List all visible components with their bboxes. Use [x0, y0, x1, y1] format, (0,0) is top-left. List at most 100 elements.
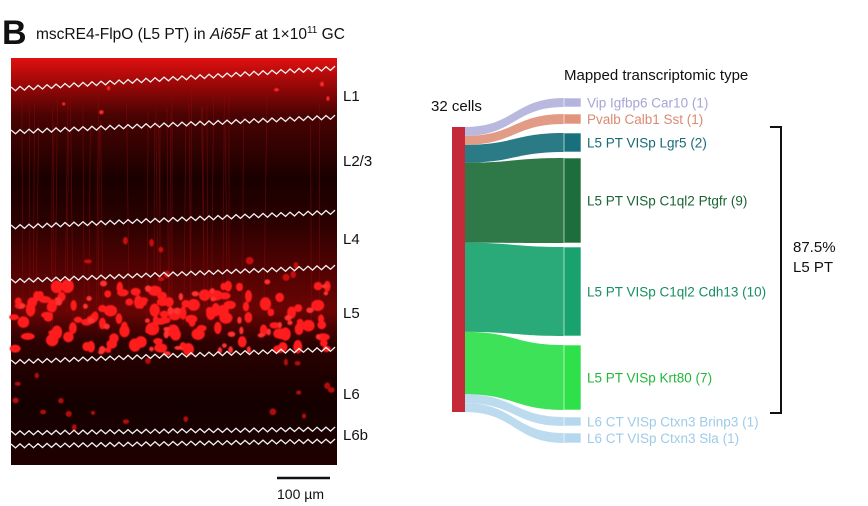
neuron-soma: [122, 419, 130, 425]
dendrite-fiber: [210, 93, 215, 313]
neuron-soma: [224, 280, 232, 292]
source-bar: [452, 127, 465, 412]
neuron-soma: [257, 332, 265, 338]
neuron-soma: [157, 291, 168, 301]
neuron-soma: [290, 271, 296, 279]
dendrite-fiber: [28, 106, 31, 321]
neuron-soma: [301, 413, 307, 419]
neuron-soma: [183, 416, 189, 422]
neuron-soma: [156, 298, 169, 307]
dendrite-fiber: [35, 125, 40, 303]
neuron-soma: [294, 323, 304, 335]
panel-letter: B: [2, 14, 27, 52]
neuron-soma: [65, 410, 72, 417]
type-label: Vip Igfbp6 Car10 (1): [587, 96, 708, 111]
target-bar: [563, 246, 582, 337]
neuron-soma: [284, 315, 292, 321]
bracket-percent: 87.5%: [793, 239, 836, 256]
dendrite-fiber: [206, 106, 209, 323]
neuron-soma: [244, 311, 253, 324]
neuron-soma: [269, 408, 277, 416]
sankey-flow: [465, 403, 564, 443]
target-bar: [563, 344, 582, 411]
neuron-soma: [174, 345, 183, 350]
neuron-soma: [223, 300, 236, 310]
neuron-soma: [62, 102, 66, 106]
neuron-soma: [214, 321, 222, 335]
neuron-soma: [144, 318, 150, 323]
dendrite-fiber: [190, 90, 192, 310]
neuron-soma: [157, 276, 165, 282]
source-label: 32 cells: [431, 98, 482, 115]
neuron-soma: [40, 409, 47, 415]
sankey-targets: Vip Igfbp6 Car10 (1)Pvalb Calb1 Sst (1) L…: [563, 96, 766, 446]
neuron-soma: [104, 290, 112, 298]
dendrite-fiber: [50, 107, 54, 329]
neuron-soma: [306, 307, 314, 314]
dendrite-fiber: [183, 123, 187, 326]
neuron-soma: [163, 330, 169, 339]
title-italic: Ai65F: [209, 26, 252, 43]
neuron-soma: [311, 299, 325, 312]
neuron-soma: [227, 331, 236, 337]
neuron-soma: [149, 238, 154, 247]
neuron-soma: [12, 397, 19, 404]
neuron-soma: [18, 303, 26, 309]
neuron-soma: [267, 308, 275, 317]
layer-boundary: [10, 426, 336, 436]
neuron-soma: [154, 343, 168, 353]
neuron-soma: [235, 282, 243, 292]
target-bar: [563, 432, 582, 444]
target-bar: [563, 97, 582, 108]
neuron-soma: [173, 307, 181, 315]
sankey-flow: [465, 158, 564, 243]
neuron-soma: [191, 291, 199, 297]
type-label: L6 CT VISp Ctxn3 Sla (1): [587, 431, 739, 446]
neuron-soma: [302, 319, 315, 332]
neuron-soma: [47, 299, 58, 313]
neuron-soma: [14, 381, 21, 386]
layer-boundary: [10, 209, 336, 230]
neuron-soma: [144, 285, 152, 292]
neuron-soma: [119, 324, 130, 338]
neuron-soma: [145, 327, 158, 335]
title-prefix: mscRE4-FlpO (L5 PT) in: [36, 26, 210, 43]
type-label: L5 PT VISp Lgr5 (2): [587, 136, 707, 151]
neuron-soma: [239, 326, 244, 335]
scale-bar-label: 100 µm: [277, 486, 324, 502]
dendrite-fiber: [201, 107, 205, 303]
neuron-soma: [38, 296, 52, 304]
neuron-soma: [237, 336, 247, 348]
neuron-soma: [99, 280, 108, 287]
neuron-soma: [98, 349, 104, 355]
neuron-soma: [86, 295, 92, 301]
sankey-flow: [465, 98, 564, 136]
neuron-soma: [245, 256, 254, 265]
neuron-soma: [274, 88, 279, 92]
dendrite-fiber: [98, 128, 100, 301]
neuron-soma: [259, 297, 272, 311]
neuron-soma: [326, 96, 330, 101]
neuron-soma: [159, 316, 171, 324]
neuron-soma: [313, 281, 323, 291]
title-unit: GC: [317, 26, 345, 43]
sankey-flow: [465, 133, 564, 163]
neuron-soma: [107, 86, 111, 91]
dendrite-fiber: [32, 104, 35, 307]
neuron-soma: [63, 331, 74, 343]
neuron-soma: [315, 334, 321, 340]
layer-label-l4: L4: [343, 231, 360, 248]
target-bar: [563, 157, 582, 244]
l5pt-bracket: [770, 126, 782, 414]
neuron-soma: [221, 343, 227, 348]
neuron-soma: [185, 314, 198, 324]
type-label: Pvalb Calb1 Sst (1): [587, 112, 703, 127]
neuron-soma: [242, 301, 250, 312]
target-bar: [563, 132, 582, 153]
neuron-soma: [246, 346, 251, 354]
neuron-soma: [283, 358, 288, 366]
neuron-soma: [9, 314, 19, 321]
neuron-soma: [198, 289, 211, 302]
neuron-soma: [58, 397, 64, 404]
